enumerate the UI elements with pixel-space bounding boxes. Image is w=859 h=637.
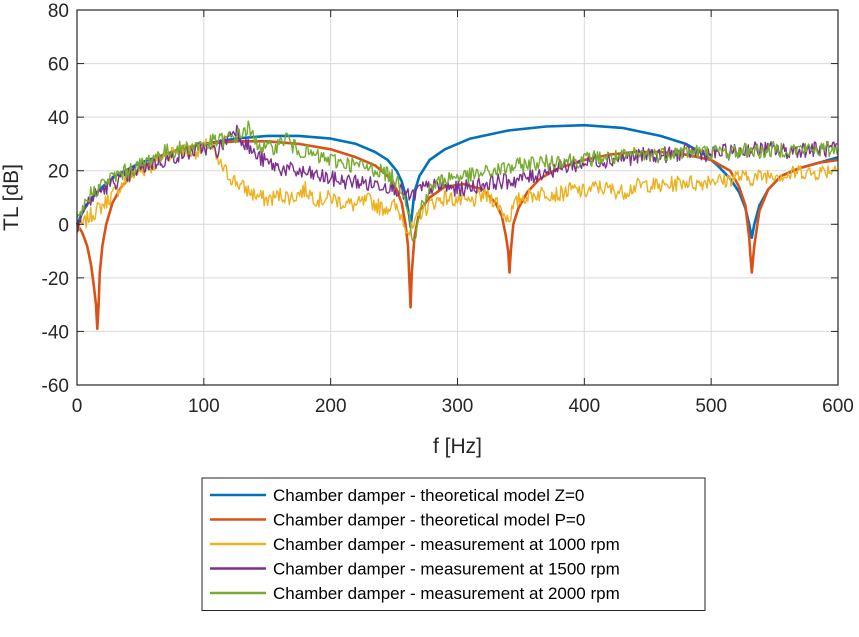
y-tick-label: -60 (42, 376, 69, 397)
series-layer (75, 120, 839, 331)
legend-entry-label: Chamber damper - measurement at 1000 rpm (273, 535, 620, 554)
x-axis-label: f [Hz] (433, 435, 482, 458)
x-tick-label: 200 (315, 396, 347, 417)
y-tick-label: -40 (42, 322, 69, 343)
y-tick-label: 20 (48, 162, 69, 183)
x-tick-label: 300 (442, 396, 474, 417)
y-tick-label: 40 (48, 108, 69, 129)
legend-entry-label: Chamber damper - theoretical model P=0 (273, 511, 585, 530)
x-tick-label: 600 (822, 396, 854, 417)
y-tick-label: 60 (48, 55, 69, 76)
x-tick-label: 500 (695, 396, 727, 417)
x-tick-label: 400 (568, 396, 600, 417)
legend-entry-label: Chamber damper - theoretical model Z=0 (273, 486, 584, 505)
legend-entry-label: Chamber damper - measurement at 1500 rpm (273, 560, 620, 579)
series-line (75, 123, 839, 239)
y-tick-label: -20 (42, 269, 69, 290)
legend-entry-label: Chamber damper - measurement at 2000 rpm (273, 584, 620, 603)
axis-ticks: 0 100 200 300 400 500 600 -60 -40 -20 0 20 40 60 80 (42, 1, 854, 417)
x-tick-label: 100 (188, 396, 220, 417)
y-tick-label: 0 (58, 215, 69, 236)
series-line (75, 140, 839, 331)
series-line (76, 120, 838, 242)
legend-box (201, 477, 706, 611)
y-axis-label: TL [dB] (0, 164, 23, 231)
legend: Chamber damper - theoretical model Z=0 Ch… (201, 477, 706, 611)
y-tick-label: 80 (48, 1, 69, 22)
x-tick-label: 0 (72, 396, 83, 417)
